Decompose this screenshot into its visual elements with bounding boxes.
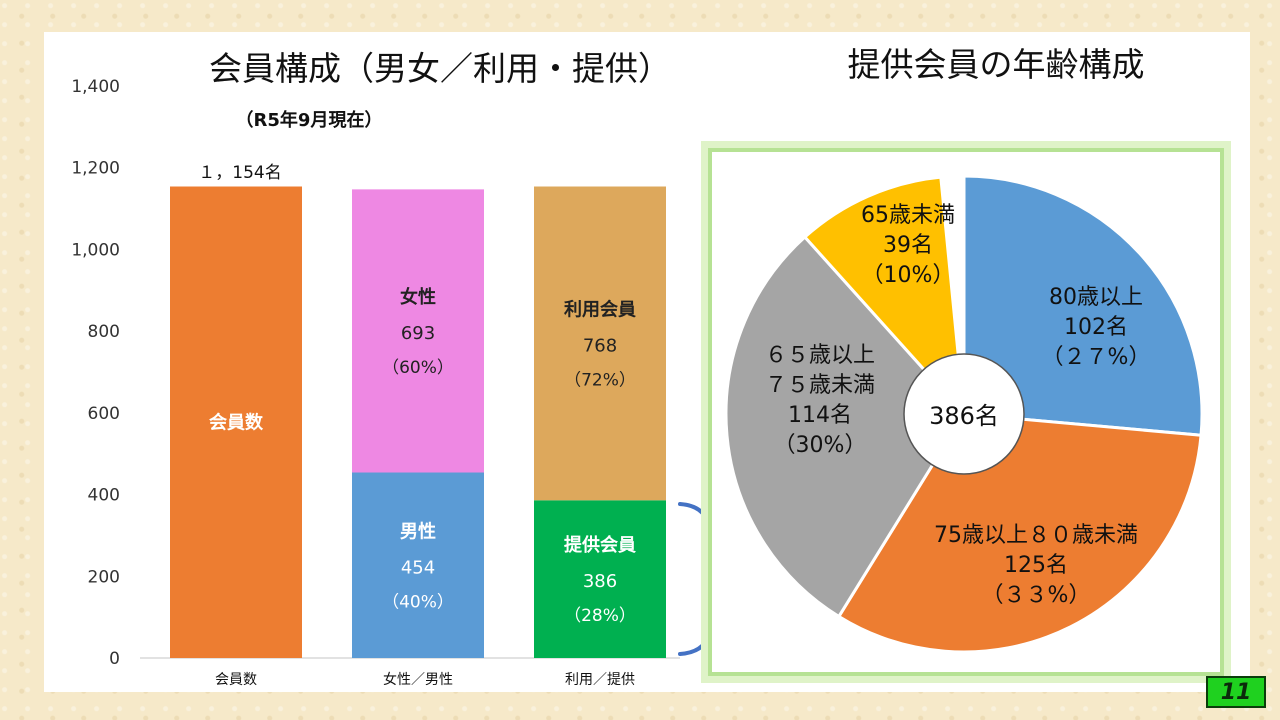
bar-segment-percent: （72%） [564, 370, 636, 390]
bar-segment [352, 472, 484, 658]
y-tick-label: 600 [88, 404, 120, 424]
y-tick-label: 1,400 [71, 77, 120, 97]
pie-slice-label: 102名 [1064, 315, 1128, 340]
bar-segment-value: 454 [401, 557, 435, 578]
y-tick-label: 400 [88, 486, 120, 506]
pie-slice-label: 39名 [883, 233, 933, 258]
bar-segment [534, 186, 666, 501]
bar-segment-name: 利用会員 [564, 298, 636, 320]
slide: 会員構成（男女／利用・提供） （R5年9月現在） １，154名 0 200 400 6… [44, 32, 1250, 692]
pie-slice-label: 114名 [788, 403, 852, 428]
pie-slice-label: ７５歳未満 [765, 373, 875, 398]
x-tick-label: 女性／男性 [383, 671, 453, 688]
pie-slice-label: （３３%） [982, 583, 1091, 608]
bar-segment-value: 693 [401, 323, 435, 344]
pie-slice [802, 175, 966, 419]
x-tick-label: 会員数 [215, 672, 257, 688]
pie-slice-label: ６５歳以上 [765, 343, 875, 368]
bar-segment [352, 189, 484, 473]
pie-chart-title: 提供会員の年齢構成 [848, 45, 1145, 84]
pie-slice [724, 234, 966, 619]
pie-labels: 80歳以上 102名 （２７%） 75歳以上８０歳未満 125名 （３３%） ６５歳以上 ７５… [765, 203, 1150, 608]
bar-segment [170, 186, 302, 658]
bar-segment [534, 500, 666, 658]
pie-slice-label: （２７%） [1042, 345, 1151, 370]
pie-center-label: 386名 [929, 402, 999, 430]
bar-segment-name: 男性 [400, 520, 436, 542]
pie-slice-label: 125名 [1004, 553, 1068, 578]
bar-segment-percent: （60%） [382, 358, 454, 378]
x-tick-label: 利用／提供 [565, 672, 635, 688]
pie-slice-label: 65歳未満 [861, 203, 955, 228]
bar-segment-value: 768 [583, 335, 617, 356]
y-tick-label: 1,000 [71, 240, 120, 260]
bar-segment-percent: （28%） [564, 606, 636, 626]
y-tick-label: 200 [88, 567, 120, 587]
x-axis: 会員数 女性／男性 利用／提供 [215, 671, 635, 688]
pie-slice-label: （10%） [862, 263, 955, 288]
bar-segment-name: 提供会員 [564, 534, 636, 556]
bar-segment-name: 会員数 [209, 411, 264, 433]
bar-segment-percent: （40%） [382, 592, 454, 612]
page-number: 11 [1206, 676, 1266, 708]
bar-segment-name: 女性 [400, 286, 436, 308]
bar-chart-subtitle: （R5年9月現在） [236, 109, 383, 131]
pie-series [724, 174, 1204, 654]
y-tick-label: 1,200 [71, 159, 120, 179]
pie-slice-label: 75歳以上８０歳未満 [934, 523, 1138, 548]
y-tick-label: 0 [109, 649, 120, 669]
pie-center-circle [903, 353, 1025, 475]
pie-frame-glow [701, 141, 1231, 683]
chart-canvas: 会員構成（男女／利用・提供） （R5年9月現在） １，154名 0 200 400 6… [71, 45, 1231, 688]
bar-total-label: １，154名 [198, 163, 281, 183]
bar-segment-value: 386 [583, 571, 617, 592]
y-tick-label: 800 [88, 322, 120, 342]
pie-slice-label: （30%） [774, 433, 867, 458]
pie-slice [836, 412, 1203, 654]
pie-slice [962, 174, 1204, 437]
bar-chart-title: 会員構成（男女／利用・提供） [209, 49, 671, 88]
pie-slice-label: 80歳以上 [1049, 285, 1143, 310]
